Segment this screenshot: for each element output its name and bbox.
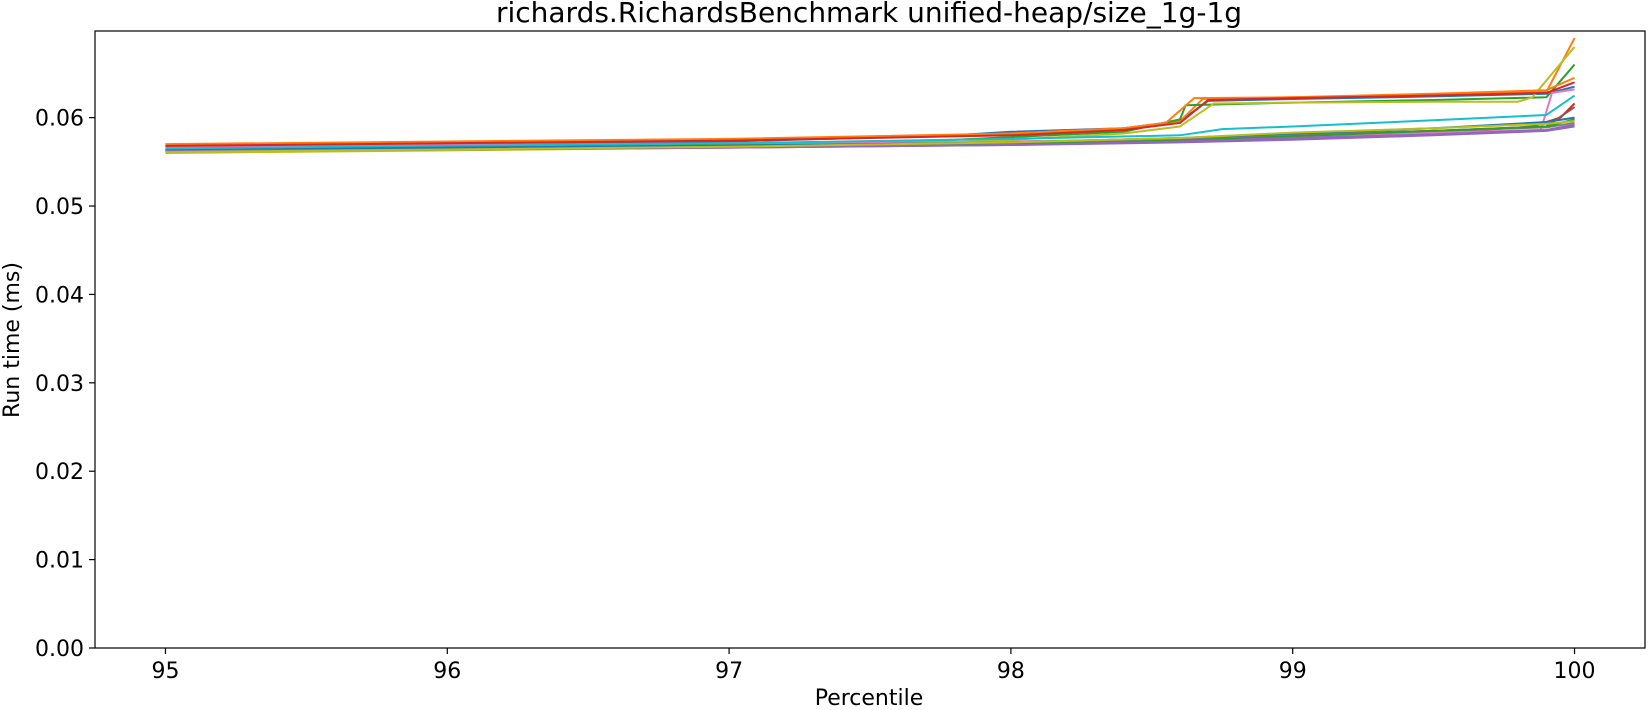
y-axis: 0.00 0.01 0.02 0.03 0.04 0.05 0.06 <box>35 107 95 662</box>
series-line-10 <box>165 94 1576 150</box>
x-tick-label: 97 <box>715 659 743 684</box>
y-tick-label: 0.06 <box>35 107 84 132</box>
y-axis-label: Run time (ms) <box>0 262 25 418</box>
y-tick-label: 0.05 <box>35 195 84 220</box>
series-line-12 <box>165 76 1575 146</box>
x-tick-label: 100 <box>1554 659 1596 684</box>
x-axis: 95 96 97 98 99 100 <box>151 648 1596 684</box>
y-tick-label: 0.01 <box>35 549 84 574</box>
series-line-14 <box>165 81 1575 147</box>
x-tick-label: 96 <box>433 659 461 684</box>
x-tick-label: 99 <box>1279 659 1307 684</box>
series-line-16 <box>165 120 1575 154</box>
x-axis-label: Percentile <box>815 686 924 710</box>
x-tick-label: 98 <box>997 659 1025 684</box>
plot-frame <box>94 30 1646 649</box>
y-tick-label: 0.02 <box>35 460 84 485</box>
series-line-2 <box>165 37 1576 147</box>
series-layer <box>165 37 1576 154</box>
y-tick-label: 0.03 <box>35 372 84 397</box>
x-tick-label: 95 <box>151 659 179 684</box>
y-tick-label: 0.04 <box>35 283 84 308</box>
y-tick-label: 0.00 <box>35 637 84 662</box>
chart-title: richards.RichardsBenchmark unified-heap/… <box>496 0 1242 29</box>
